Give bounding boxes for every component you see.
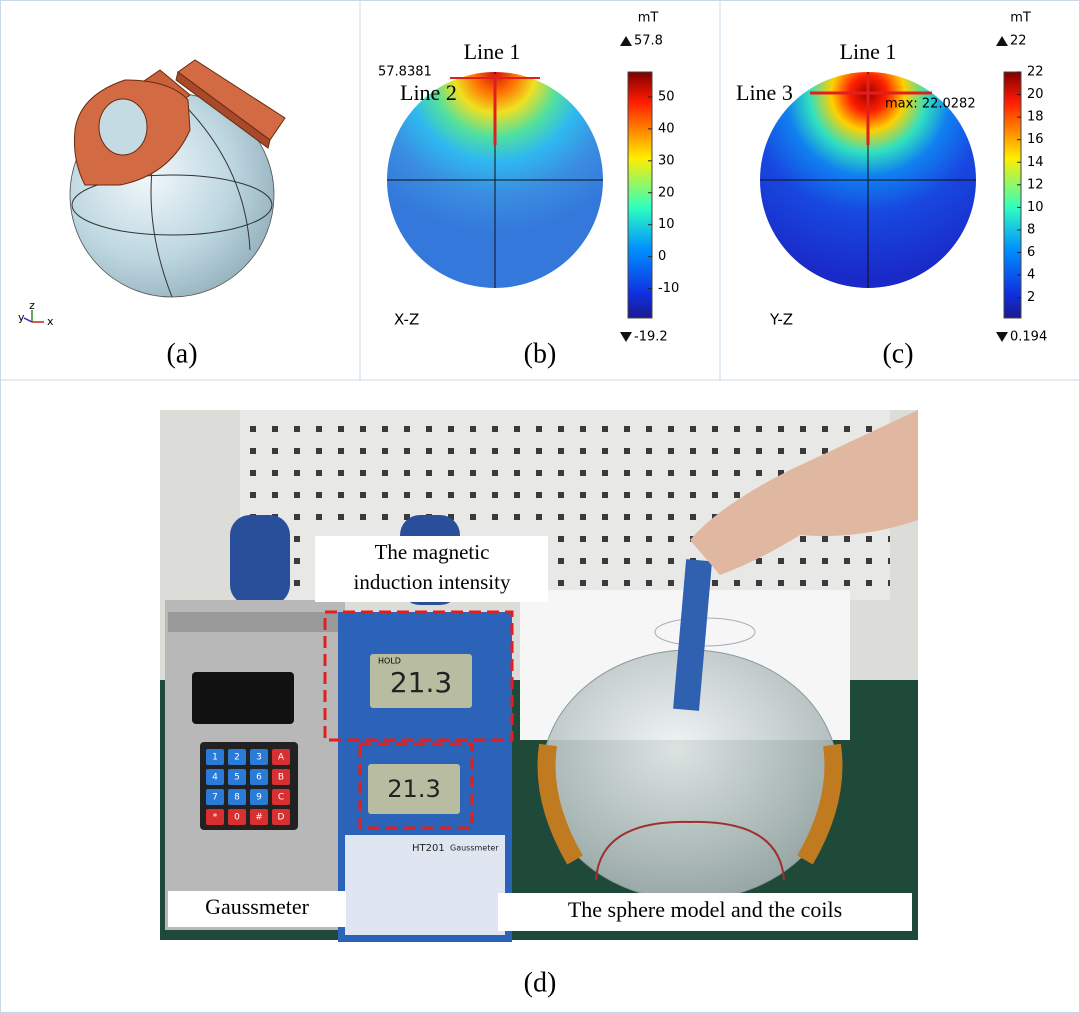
photo-label: The sphere model and the coils — [568, 897, 842, 922]
key-label: A — [278, 753, 285, 763]
lcd-reading: 21.3 — [390, 666, 452, 699]
key — [206, 789, 224, 805]
photo: 1 2 3 A 4 5 6 B 7 8 9 C * 0 # D — [160, 410, 918, 942]
key — [228, 769, 246, 785]
lcd-text: HOLD — [378, 657, 401, 666]
annotation: max: 22.0282 — [885, 97, 976, 112]
key — [272, 809, 290, 825]
photo-label: The magnetic — [375, 540, 490, 564]
key-label: 0 — [234, 813, 240, 823]
label-box — [315, 536, 548, 602]
colorbar-tick-label: 4 — [1027, 268, 1035, 283]
plane-label: Y-Z — [769, 311, 793, 329]
key-label: * — [213, 813, 218, 823]
photo-label: Gaussmeter — [205, 894, 310, 919]
lcd-reading: 21.3 — [387, 775, 440, 803]
key-label: 3 — [256, 753, 262, 763]
colorbar-tick-label: 10 — [658, 217, 675, 232]
colorbar-tick-label: 30 — [658, 153, 675, 168]
colorbar-min: -19.2 — [634, 330, 668, 345]
axis-label: z — [29, 299, 35, 312]
caption: (b) — [524, 338, 557, 369]
field-plot — [760, 72, 976, 288]
key-label: 6 — [256, 773, 262, 783]
axis-label: x — [47, 315, 54, 328]
key — [272, 769, 290, 785]
key-label: 8 — [234, 793, 240, 803]
max-marker — [620, 36, 632, 46]
key-label: C — [278, 793, 284, 803]
key — [250, 789, 268, 805]
colorbar-min: 0.194 — [1010, 330, 1047, 345]
key-label: D — [278, 813, 285, 823]
colorbar-unit: mT — [1010, 11, 1031, 26]
key — [250, 749, 268, 765]
model-3d — [69, 59, 286, 298]
device-brand: Gaussmeter — [450, 844, 499, 853]
line-label: Line 1 — [840, 39, 897, 64]
photo-label: induction intensity — [354, 570, 511, 594]
caption: (c) — [882, 338, 913, 369]
colorbar-tick-label: 40 — [658, 121, 675, 136]
colorbar-tick-label: 20 — [658, 185, 675, 200]
colorbar-tick-label: 20 — [1027, 87, 1044, 102]
axis-triad — [23, 310, 44, 323]
key — [206, 749, 224, 765]
line-label: Line 1 — [464, 39, 521, 64]
key-label: 7 — [212, 793, 218, 803]
min-marker — [996, 332, 1008, 342]
key — [250, 809, 268, 825]
key-label: 2 — [234, 753, 240, 763]
key — [228, 809, 246, 825]
key — [228, 789, 246, 805]
colorbar-tick-label: 8 — [1027, 222, 1035, 237]
key — [272, 749, 290, 765]
key — [228, 749, 246, 765]
device-model: HT201 — [412, 843, 445, 854]
colorbar-tick-label: 22 — [1027, 65, 1044, 80]
key — [206, 769, 224, 785]
colorbar-max: 57.8 — [634, 34, 663, 49]
key-label: 9 — [256, 793, 262, 803]
key — [206, 809, 224, 825]
colorbar — [1003, 71, 1022, 319]
annotation: 57.8381 — [378, 65, 432, 80]
colorbar-tick-label: 2 — [1027, 290, 1035, 305]
key-label: 5 — [234, 773, 240, 783]
line-label: Line 2 — [400, 80, 457, 105]
plane-label: X-Z — [394, 311, 419, 329]
colorbar-tick-label: 0 — [658, 249, 666, 264]
max-marker — [996, 36, 1008, 46]
field-plot — [387, 72, 603, 288]
min-marker — [620, 332, 632, 342]
colorbar-tick-label: 10 — [1027, 200, 1044, 215]
key-label: # — [255, 813, 263, 823]
colorbar-tick-label: 6 — [1027, 245, 1035, 260]
key — [250, 769, 268, 785]
colorbar-tick-label: 16 — [1027, 132, 1044, 147]
label-box — [168, 891, 346, 927]
key-label: B — [278, 773, 284, 783]
key — [272, 789, 290, 805]
colorbar-tick-label: 14 — [1027, 155, 1044, 170]
colorbar-max: 22 — [1010, 34, 1027, 49]
line-label: Line 3 — [736, 80, 793, 105]
key-label: 1 — [212, 753, 218, 763]
colorbar-tick-label: 12 — [1027, 177, 1044, 192]
colorbar-tick-label: 50 — [658, 89, 675, 104]
axis-label: y — [18, 311, 25, 324]
label-box — [498, 893, 912, 931]
colorbar-tick-label: -10 — [658, 281, 679, 296]
caption: (d) — [524, 967, 557, 998]
colorbar — [627, 71, 653, 319]
colorbar-unit: mT — [638, 11, 659, 26]
colorbar-tick-label: 18 — [1027, 110, 1044, 125]
key-label: 4 — [212, 773, 218, 783]
caption: (a) — [166, 338, 197, 369]
